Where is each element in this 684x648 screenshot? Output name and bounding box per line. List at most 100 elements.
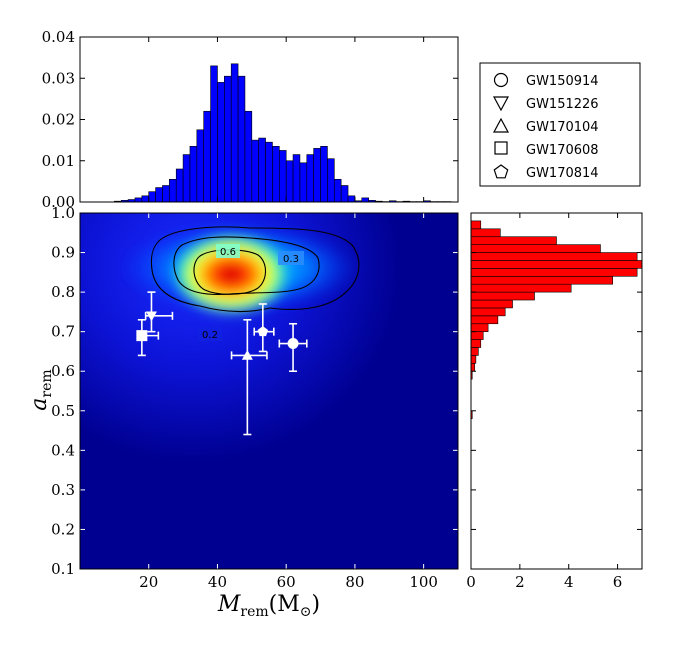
legend: GW150914 GW151226 GW170104 GW170608 GW17… (479, 62, 641, 187)
top-histogram-bar (251, 139, 259, 203)
top-histogram-bar (361, 197, 369, 203)
right-histogram-bar (470, 363, 475, 372)
top-histogram-bar (210, 65, 218, 203)
top-histogram-bar (327, 158, 335, 203)
top-histogram-bar (258, 137, 266, 203)
top-histogram-bar (279, 150, 287, 203)
right-histogram-bar (470, 323, 489, 332)
right-histogram-bar (470, 339, 482, 348)
main-y-tick-label: 0.8 (51, 283, 75, 301)
top-histogram-bar (272, 146, 280, 203)
top-histogram-bar (230, 63, 239, 203)
top-histogram-bar (347, 195, 356, 203)
event-GW151226 (144, 291, 174, 333)
event-GW170608 (136, 318, 160, 357)
square-icon (494, 141, 508, 155)
right-histogram-bar (470, 252, 638, 261)
right-histogram-bar (470, 228, 501, 238)
top-histogram-bar (155, 187, 163, 203)
top-histogram-y-ticks: 0.00 0.01 0.02 0.03 0.04 (42, 28, 458, 211)
right-x-tick-label: 4 (564, 573, 574, 591)
circle-icon (493, 72, 509, 88)
main-y-tick-label: 0.4 (51, 441, 75, 459)
contour-label-0.2: 0.2 (202, 330, 218, 341)
main-y-tick-label: 0.2 (51, 520, 75, 538)
top-histogram-bar (203, 110, 211, 203)
legend-item-0: GW150914 (493, 72, 599, 89)
top-histogram-bar (299, 162, 308, 203)
top-histogram-bar (265, 141, 273, 203)
gw-events (136, 291, 308, 436)
top-histogram-bar (217, 82, 225, 203)
top-y-tick-label: 0.00 (42, 193, 75, 211)
right-x-tick-label: 0 (466, 573, 476, 591)
main-y-tick-label: 1.0 (51, 204, 75, 222)
right-histogram-bar (470, 236, 557, 245)
top-y-tick-label: 0.03 (42, 69, 75, 87)
right-histogram-bar (470, 220, 482, 230)
main-panel-frame (79, 212, 459, 570)
right-x-tick-label: 6 (613, 573, 623, 591)
event-marker-triangle-down (145, 311, 157, 322)
x-axis-label: Mrem(M⊙) (217, 592, 320, 620)
main-x-ticks: 20 40 60 80 100 (139, 213, 438, 591)
main-x-tick-label: 80 (345, 573, 364, 591)
legend-label: GW170814 (526, 166, 599, 181)
right-histogram-bar (470, 315, 499, 325)
event-marker-pentagon (257, 326, 269, 337)
top-histogram-bar (244, 110, 253, 203)
main-y-tick-label: 0.7 (51, 323, 75, 341)
contour-0.6 (193, 249, 267, 295)
right-histogram-bar (470, 307, 506, 317)
top-histogram-bar (189, 146, 198, 203)
right-histogram: 0 2 4 6 (466, 212, 643, 591)
event-marker-square (136, 330, 148, 342)
top-histogram-bar (285, 160, 294, 203)
legend-item-2: GW170104 (492, 117, 599, 135)
top-histogram-bar (224, 75, 232, 203)
top-histogram-frame (79, 36, 459, 203)
contour-0.2 (150, 226, 360, 313)
legend-item-4: GW170814 (493, 164, 599, 181)
top-histogram-bar (320, 146, 328, 203)
main-x-tick-label: 20 (139, 573, 158, 591)
main-y-tick-label: 0.6 (51, 362, 75, 380)
top-histogram-bar (162, 185, 170, 203)
right-histogram-bar (470, 299, 513, 309)
top-y-tick-label: 0.01 (42, 152, 75, 170)
legend-item-1: GW151226 (492, 96, 599, 112)
legend-label: GW170608 (526, 143, 599, 158)
top-y-tick-label: 0.02 (42, 111, 75, 129)
contour-label-0.6: 0.6 (220, 247, 236, 258)
triangle-down-icon (492, 96, 510, 112)
top-histogram-bar (340, 185, 349, 203)
top-histogram-bar (134, 197, 143, 203)
legend-item-3: GW170608 (494, 141, 599, 158)
right-histogram-bar (470, 283, 572, 293)
right-x-tick-label: 2 (515, 573, 525, 591)
legend-label: GW150914 (526, 74, 599, 89)
y-axis-label: arem (27, 369, 55, 410)
top-histogram: 0.00 0.01 0.02 0.03 0.04 (42, 28, 459, 211)
top-histogram-bar (292, 154, 301, 203)
event-GW170814 (253, 303, 275, 353)
main-y-tick-label: 0.9 (51, 244, 75, 262)
right-histogram-bar (470, 355, 477, 364)
main-x-tick-label: 40 (208, 573, 227, 591)
right-histogram-bar (470, 268, 638, 277)
pentagon-icon (493, 164, 509, 179)
top-histogram-bar (306, 154, 314, 203)
main-density-panel: 0.6 0.3 0.2 20 40 60 80 100 0.10.20.30.40.50… (27, 204, 459, 620)
legend-label: GW170104 (526, 120, 599, 135)
right-histogram-bar (470, 244, 601, 253)
event-marker-circle (287, 338, 299, 350)
contour-label-0.3: 0.3 (283, 254, 299, 265)
main-y-tick-label: 0.1 (51, 560, 75, 578)
main-y-ticks: 0.1 0.2 0.3 0.4 0.5 0.6 0.7 0.8 0.9 1.0 (51, 204, 458, 578)
top-histogram-bar (169, 179, 177, 203)
legend-label: GW151226 (526, 97, 599, 112)
top-histogram-bar (182, 154, 191, 203)
main-x-tick-label: 60 (277, 573, 296, 591)
main-y-tick-label: 0.3 (51, 481, 75, 499)
